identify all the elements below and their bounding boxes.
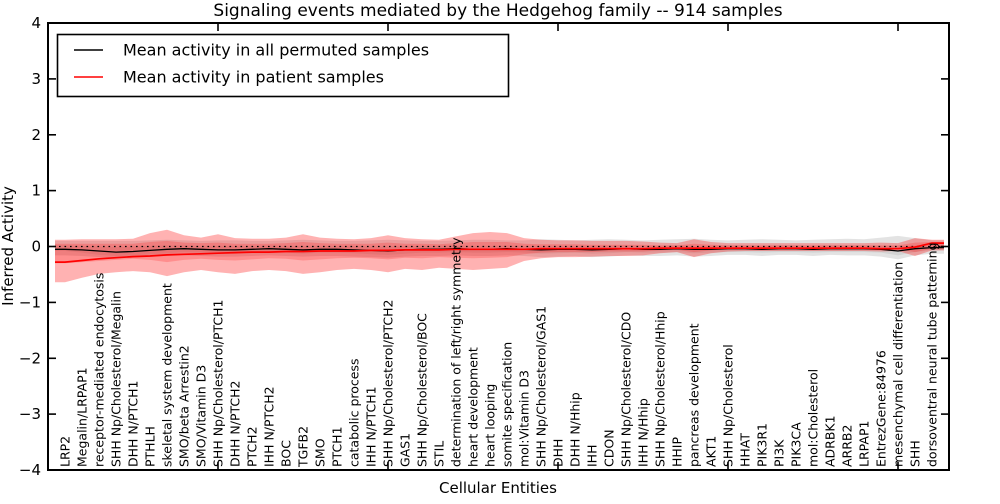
x-category-label: heart looping [483, 384, 498, 467]
x-category-label: PTCH2 [245, 426, 260, 467]
x-category-label: IHH N/Hhip [636, 398, 651, 467]
x-category-label: IHH [585, 445, 600, 468]
band-patient-inner [55, 240, 944, 264]
y-tick-label: 3 [31, 70, 41, 88]
x-category-label: SHH Np/Cholesterol/PTCH2 [381, 300, 396, 468]
x-category-label: heart development [466, 347, 481, 467]
band-patient-outer [55, 229, 944, 283]
x-category-label: SHH Np/Cholesterol/BOC [415, 313, 430, 467]
x-category-label: AKT1 [704, 436, 719, 467]
x-category-label: HHAT [738, 433, 753, 467]
x-category-label: receptor-mediated endocytosis [92, 273, 107, 467]
x-category-label: mol:Vitamin D3 [517, 370, 532, 467]
legend-label-patient: Mean activity in patient samples [123, 68, 384, 87]
y-axis-label: Inferred Activity [0, 186, 17, 306]
x-category-label: SMO [313, 438, 328, 467]
x-category-label: dorsoventral neural tube patterning [925, 243, 940, 468]
x-category-label: PIK3CA [789, 422, 804, 467]
x-category-label: IHH N/PTCH1 [364, 386, 379, 467]
x-category-label: PTHLH [143, 426, 158, 467]
x-category-label: mesenchymal cell differentiation [891, 262, 906, 467]
series-lines [55, 242, 944, 263]
x-category-label: SMO/beta Arrestin2 [177, 345, 192, 467]
y-tick-label: 0 [31, 238, 41, 256]
x-category-label: DHH N/PTCH2 [228, 381, 243, 467]
legend-label-permuted: Mean activity in all permuted samples [123, 41, 429, 60]
x-category-label: GAS1 [398, 433, 413, 467]
x-category-label: PTCH1 [330, 426, 345, 467]
band-permuted-outer [55, 235, 944, 260]
legend: Mean activity in all permuted samples Me… [56, 33, 510, 98]
x-category-label: BOC [279, 440, 294, 467]
x-category-label: SHH Np/Cholesterol [721, 344, 736, 467]
x-category-label: STIL [432, 441, 447, 467]
x-category-label: SHH Np/Cholesterol/Megalin [109, 291, 124, 467]
x-category-label: EntrezGene:84976 [874, 350, 889, 467]
x-category-label: DHH N/PTCH1 [126, 381, 141, 467]
x-category-label: LRP2 [58, 436, 73, 467]
y-tick-label: −1 [19, 293, 41, 311]
x-category-label: SHH Np/Cholesterol/PTCH1 [211, 300, 226, 468]
x-category-label: IHH N/PTCH2 [262, 386, 277, 467]
x-category-label: catabolic process [347, 358, 362, 467]
x-category-label: pancreas development [687, 323, 702, 467]
confidence-bands [55, 229, 944, 283]
x-category-label: determination of left/right symmetry [449, 237, 464, 467]
x-category-label: CDON [602, 429, 617, 467]
y-tick-label: 4 [31, 14, 41, 32]
x-category-label: SHH Np/Cholesterol/CDO [619, 312, 634, 467]
x-category-label: mol:Cholesterol [806, 369, 821, 467]
series-line-patient [55, 242, 944, 263]
chart-title: Signaling events mediated by the Hedgeho… [213, 1, 782, 21]
x-category-label: skeletal system development [160, 283, 175, 467]
y-tick-label: 2 [31, 126, 41, 144]
x-category-label: HHIP [670, 437, 685, 467]
y-tick-label: −2 [19, 349, 41, 367]
y-tick-label: −4 [19, 461, 41, 479]
x-category-label: SMO/Vitamin D3 [194, 365, 209, 467]
x-category-label: Megalin/LRPAP1 [75, 367, 90, 467]
y-tick-label: −3 [19, 405, 41, 423]
y-tick-label: 1 [31, 182, 41, 200]
x-category-label: DHH N/Hhip [568, 392, 583, 467]
legend-box [56, 33, 510, 98]
x-category-label: SHH [908, 440, 923, 467]
x-category-label: ARRB2 [840, 425, 855, 467]
x-category-label: PIK3R1 [755, 423, 770, 467]
x-axis-label: Cellular Entities [439, 479, 557, 497]
x-category-label: PI3K [772, 439, 787, 467]
x-category-labels: LRP2 Megalin/LRPAP1 receptor-mediated endo… [58, 237, 940, 468]
x-category-label: ADRBK1 [823, 415, 838, 467]
x-category-label: SHH Np/Cholesterol/Hhip [653, 311, 668, 467]
axes: 4 3 2 1 0 −1 −2 −3 −4 [19, 14, 950, 479]
x-category-label: SHH Np/Cholesterol/GAS1 [534, 306, 549, 467]
x-category-label: TGFB2 [296, 426, 311, 468]
x-category-label: LRPAP1 [857, 421, 872, 467]
x-category-label: somite specification [500, 342, 515, 467]
x-category-label: DHH [551, 439, 566, 467]
